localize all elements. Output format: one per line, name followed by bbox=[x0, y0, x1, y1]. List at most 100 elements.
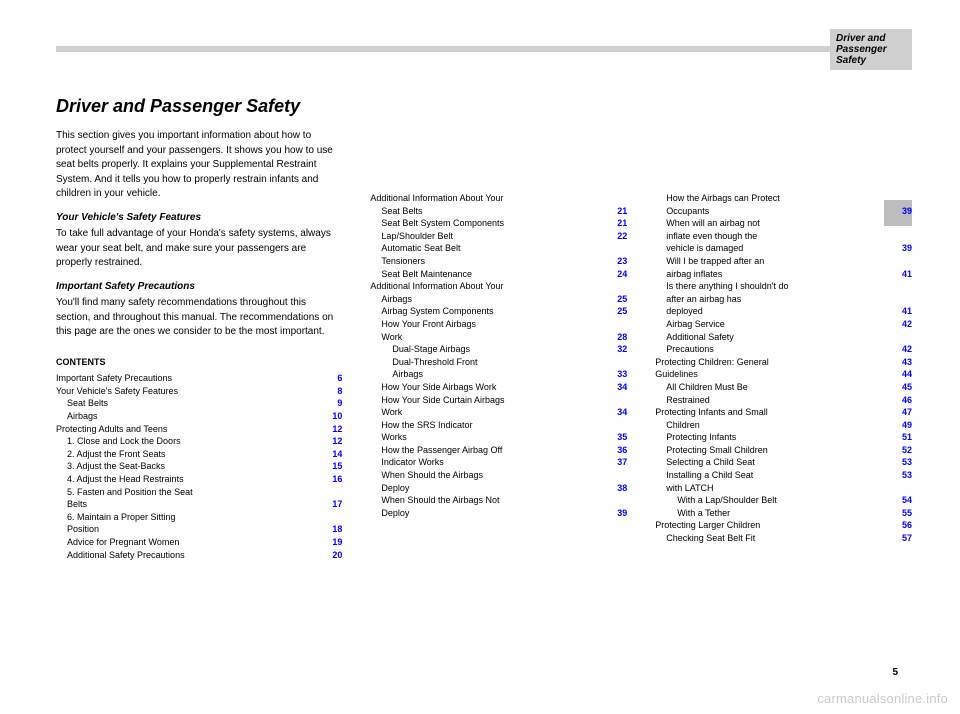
toc-row[interactable]: Protecting Adults and Teens12 bbox=[56, 423, 342, 436]
toc-page-link[interactable]: 25 bbox=[609, 305, 627, 318]
toc-page-link[interactable]: 12 bbox=[324, 435, 342, 448]
toc-page-link[interactable]: 12 bbox=[324, 423, 342, 436]
toc-page-link[interactable]: 45 bbox=[894, 381, 912, 394]
toc-page-link[interactable]: 52 bbox=[894, 444, 912, 457]
toc-row[interactable]: Indicator Works37 bbox=[370, 456, 627, 469]
toc-page-link[interactable]: 38 bbox=[609, 482, 627, 495]
toc-page-link[interactable]: 41 bbox=[894, 305, 912, 318]
toc-row[interactable]: Airbag System Components25 bbox=[370, 305, 627, 318]
toc-row[interactable]: 3. Adjust the Seat-Backs15 bbox=[56, 460, 342, 473]
toc-page-link[interactable]: 39 bbox=[609, 507, 627, 520]
toc-row[interactable]: Seat Belts21 bbox=[370, 205, 627, 218]
toc-row[interactable]: Protecting Small Children52 bbox=[655, 444, 912, 457]
toc-row[interactable]: 4. Adjust the Head Restraints16 bbox=[56, 473, 342, 486]
toc-page-link[interactable]: 21 bbox=[609, 205, 627, 218]
toc-page-link[interactable]: 57 bbox=[894, 532, 912, 545]
toc-row[interactable]: Works35 bbox=[370, 431, 627, 444]
toc-page-link[interactable]: 44 bbox=[894, 368, 912, 381]
toc-row[interactable]: Seat Belt Maintenance24 bbox=[370, 268, 627, 281]
toc-row[interactable]: Installing a Child Seat53 bbox=[655, 469, 912, 482]
toc-row[interactable]: Airbags33 bbox=[370, 368, 627, 381]
toc-page-link[interactable]: 25 bbox=[609, 293, 627, 306]
toc-page-link[interactable]: 39 bbox=[894, 242, 912, 255]
toc-page-link[interactable]: 46 bbox=[894, 394, 912, 407]
toc-page-link[interactable]: 15 bbox=[324, 460, 342, 473]
toc-page-link[interactable]: 51 bbox=[894, 431, 912, 444]
toc-page-link[interactable]: 39 bbox=[894, 205, 912, 218]
toc-row[interactable]: Additional Safety Precautions20 bbox=[56, 549, 342, 562]
toc-row[interactable]: Occupants39 bbox=[655, 205, 912, 218]
toc-page-link[interactable]: 32 bbox=[609, 343, 627, 356]
toc-row[interactable]: airbag inflates41 bbox=[655, 268, 912, 281]
toc-page-link[interactable]: 33 bbox=[609, 368, 627, 381]
toc-page-link[interactable]: 42 bbox=[894, 343, 912, 356]
toc-page-link[interactable]: 28 bbox=[609, 331, 627, 344]
toc-row[interactable]: Airbags25 bbox=[370, 293, 627, 306]
toc-page-link[interactable]: 36 bbox=[609, 444, 627, 457]
toc-row[interactable]: All Children Must Be45 bbox=[655, 381, 912, 394]
toc-page-link[interactable]: 6 bbox=[324, 372, 342, 385]
toc-page-link[interactable]: 47 bbox=[894, 406, 912, 419]
toc-row[interactable]: Airbags10 bbox=[56, 410, 342, 423]
toc-page-link[interactable]: 53 bbox=[894, 456, 912, 469]
toc-page-link[interactable]: 53 bbox=[894, 469, 912, 482]
toc-row[interactable]: Restrained46 bbox=[655, 394, 912, 407]
toc-page-link[interactable]: 19 bbox=[324, 536, 342, 549]
toc-page-link[interactable]: 35 bbox=[609, 431, 627, 444]
toc-row[interactable]: Work28 bbox=[370, 331, 627, 344]
toc-page-link[interactable]: 54 bbox=[894, 494, 912, 507]
toc-row[interactable]: Checking Seat Belt Fit57 bbox=[655, 532, 912, 545]
toc-page-link[interactable]: 22 bbox=[609, 230, 627, 243]
toc-row[interactable]: With a Lap/Shoulder Belt54 bbox=[655, 494, 912, 507]
toc-row[interactable]: Position18 bbox=[56, 523, 342, 536]
toc-row[interactable]: Airbag Service42 bbox=[655, 318, 912, 331]
toc-page-link[interactable]: 34 bbox=[609, 406, 627, 419]
toc-page-link[interactable]: 17 bbox=[324, 498, 342, 511]
toc-page-link[interactable]: 20 bbox=[324, 549, 342, 562]
toc-page-link[interactable]: 41 bbox=[894, 268, 912, 281]
toc-page-link[interactable]: 10 bbox=[324, 410, 342, 423]
toc-row[interactable]: Children49 bbox=[655, 419, 912, 432]
toc-row[interactable]: Protecting Infants and Small47 bbox=[655, 406, 912, 419]
toc-row[interactable]: Dual-Stage Airbags32 bbox=[370, 343, 627, 356]
toc-row[interactable]: Work34 bbox=[370, 406, 627, 419]
toc-row[interactable]: With a Tether55 bbox=[655, 507, 912, 520]
toc-page-link[interactable]: 49 bbox=[894, 419, 912, 432]
toc-row[interactable]: 1. Close and Lock the Doors12 bbox=[56, 435, 342, 448]
toc-row[interactable]: Important Safety Precautions6 bbox=[56, 372, 342, 385]
toc-row[interactable]: Belts17 bbox=[56, 498, 342, 511]
toc-page-link[interactable]: 8 bbox=[324, 385, 342, 398]
toc-row[interactable]: How Your Side Airbags Work34 bbox=[370, 381, 627, 394]
toc-page-link[interactable]: 37 bbox=[609, 456, 627, 469]
toc-row[interactable]: Your Vehicle's Safety Features8 bbox=[56, 385, 342, 398]
toc-row[interactable]: vehicle is damaged39 bbox=[655, 242, 912, 255]
toc-row[interactable]: deployed41 bbox=[655, 305, 912, 318]
toc-page-link[interactable]: 56 bbox=[894, 519, 912, 532]
toc-row[interactable]: Protecting Infants51 bbox=[655, 431, 912, 444]
toc-row[interactable]: Deploy38 bbox=[370, 482, 627, 495]
toc-page-link[interactable]: 34 bbox=[609, 381, 627, 394]
toc-row[interactable]: Deploy39 bbox=[370, 507, 627, 520]
toc-row[interactable]: Guidelines44 bbox=[655, 368, 912, 381]
toc-row[interactable]: Seat Belt System Components21 bbox=[370, 217, 627, 230]
toc-page-link[interactable]: 43 bbox=[894, 356, 912, 369]
toc-page-link[interactable]: 55 bbox=[894, 507, 912, 520]
toc-page-link[interactable]: 42 bbox=[894, 318, 912, 331]
toc-page-link[interactable]: 14 bbox=[324, 448, 342, 461]
toc-row[interactable]: Lap/Shoulder Belt22 bbox=[370, 230, 627, 243]
toc-page-link[interactable]: 9 bbox=[324, 397, 342, 410]
toc-row[interactable]: Protecting Larger Children56 bbox=[655, 519, 912, 532]
toc-page-link[interactable]: 16 bbox=[324, 473, 342, 486]
toc-page-link[interactable]: 24 bbox=[609, 268, 627, 281]
toc-row[interactable]: Seat Belts9 bbox=[56, 397, 342, 410]
toc-row[interactable]: Tensioners23 bbox=[370, 255, 627, 268]
toc-row[interactable]: Protecting Children: General43 bbox=[655, 356, 912, 369]
toc-page-link[interactable]: 23 bbox=[609, 255, 627, 268]
toc-page-link[interactable]: 18 bbox=[324, 523, 342, 536]
toc-page-link[interactable]: 21 bbox=[609, 217, 627, 230]
toc-row[interactable]: 2. Adjust the Front Seats14 bbox=[56, 448, 342, 461]
toc-row[interactable]: Advice for Pregnant Women19 bbox=[56, 536, 342, 549]
toc-row[interactable]: Precautions42 bbox=[655, 343, 912, 356]
toc-row[interactable]: Selecting a Child Seat53 bbox=[655, 456, 912, 469]
toc-row[interactable]: How the Passenger Airbag Off36 bbox=[370, 444, 627, 457]
